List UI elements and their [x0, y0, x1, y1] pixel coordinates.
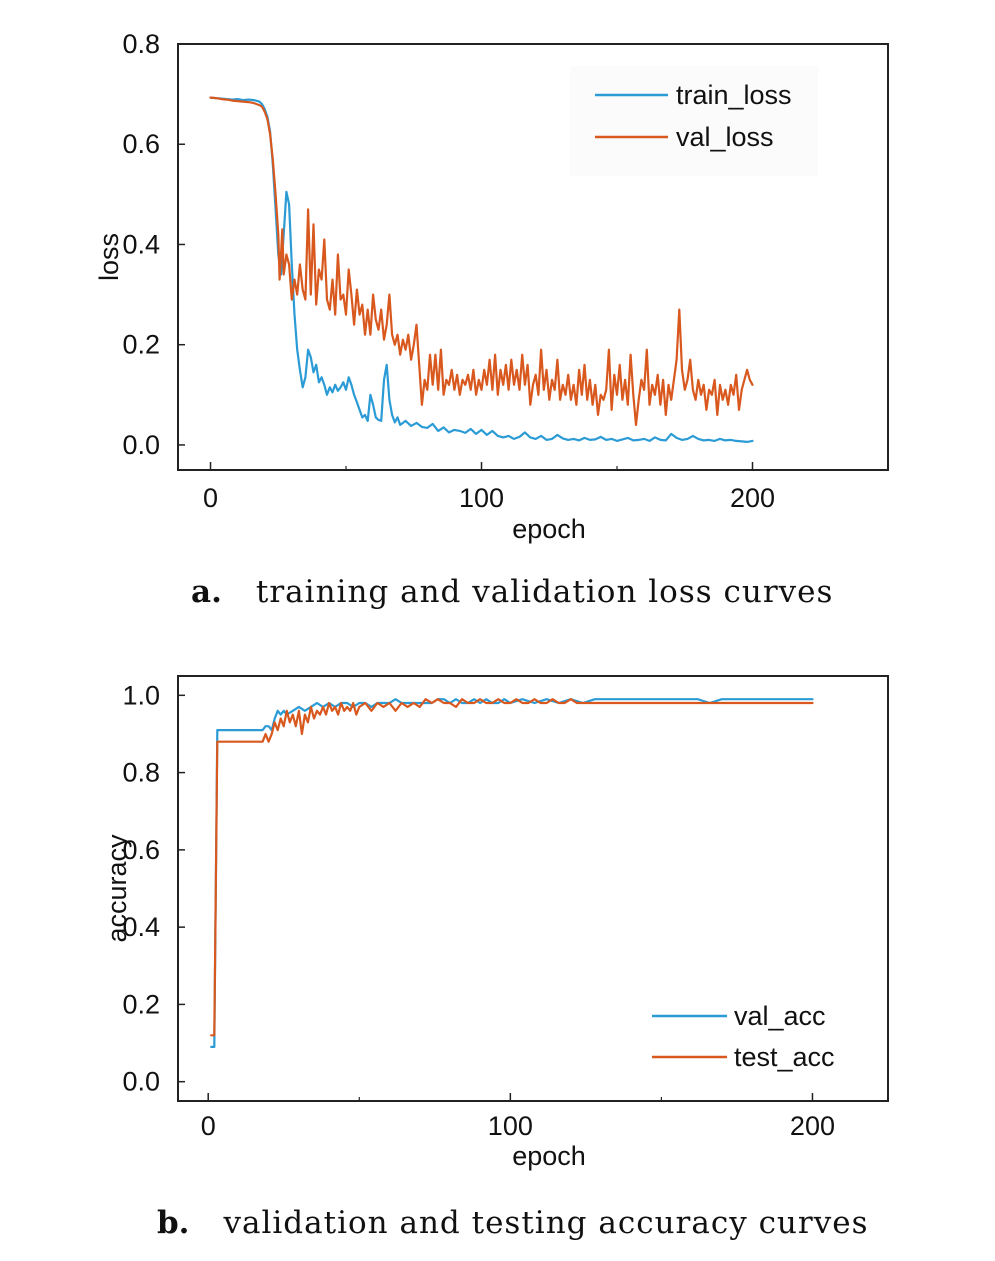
- y-tick-label: 0.0: [122, 430, 160, 460]
- y-tick-label: 0.8: [122, 758, 160, 788]
- y-tick-label: 0.0: [122, 1067, 160, 1097]
- x-tick-label: 200: [730, 483, 775, 513]
- x-tick-label: 100: [488, 1111, 533, 1141]
- y-tick-label: 0.2: [122, 330, 160, 360]
- x-axis-label: epoch: [512, 514, 586, 544]
- x-tick-label: 100: [459, 483, 504, 513]
- y-tick-label: 0.4: [122, 229, 160, 259]
- caption-b: b. validation and testing accuracy curves: [157, 1205, 868, 1241]
- y-tick-label: 1.0: [122, 680, 160, 710]
- caption-a-text: training and validation loss curves: [255, 574, 834, 610]
- series-line-train_loss: [209, 96, 754, 443]
- x-tick-label: 200: [790, 1111, 835, 1141]
- caption-a-letter: a.: [191, 574, 222, 610]
- x-tick-label: 0: [201, 1111, 216, 1141]
- loss-chart: 0.0 0.2 0.4 0.6 0.8 0 100 200 epoch loss train_los…: [94, 29, 889, 544]
- y-tick-label: 0.4: [122, 912, 160, 942]
- x-axis-label: epoch: [512, 1141, 586, 1171]
- plot-frame: [177, 43, 889, 471]
- series-line-test_acc: [210, 698, 814, 1037]
- x-tick-label: 0: [203, 483, 218, 513]
- y-axis-label: accuracy: [102, 834, 132, 943]
- caption-b-letter: b.: [157, 1205, 190, 1241]
- caption-a: a. training and validation loss curves: [191, 574, 833, 610]
- plot-frame: [177, 675, 889, 1102]
- legend-label-val_acc: val_acc: [734, 1001, 826, 1031]
- legend-box: [570, 66, 818, 176]
- accuracy-chart: 0.0 0.2 0.4 0.6 0.8 1.0 0 100 200 epoch accuracy va…: [102, 675, 889, 1171]
- y-tick-label: 0.8: [122, 29, 160, 59]
- caption-b-text: validation and testing accuracy curves: [223, 1205, 869, 1241]
- legend-label-val_loss: val_loss: [676, 122, 774, 152]
- y-tick-label: 0.6: [122, 835, 160, 865]
- legend-label-test_acc: test_acc: [734, 1042, 835, 1072]
- y-axis-label: loss: [94, 233, 124, 281]
- series-line-val_acc: [210, 698, 814, 1048]
- series-line-val_loss: [209, 96, 754, 426]
- legend-label-train_loss: train_loss: [676, 80, 792, 110]
- y-tick-label: 0.2: [122, 989, 160, 1019]
- y-tick-label: 0.6: [122, 129, 160, 159]
